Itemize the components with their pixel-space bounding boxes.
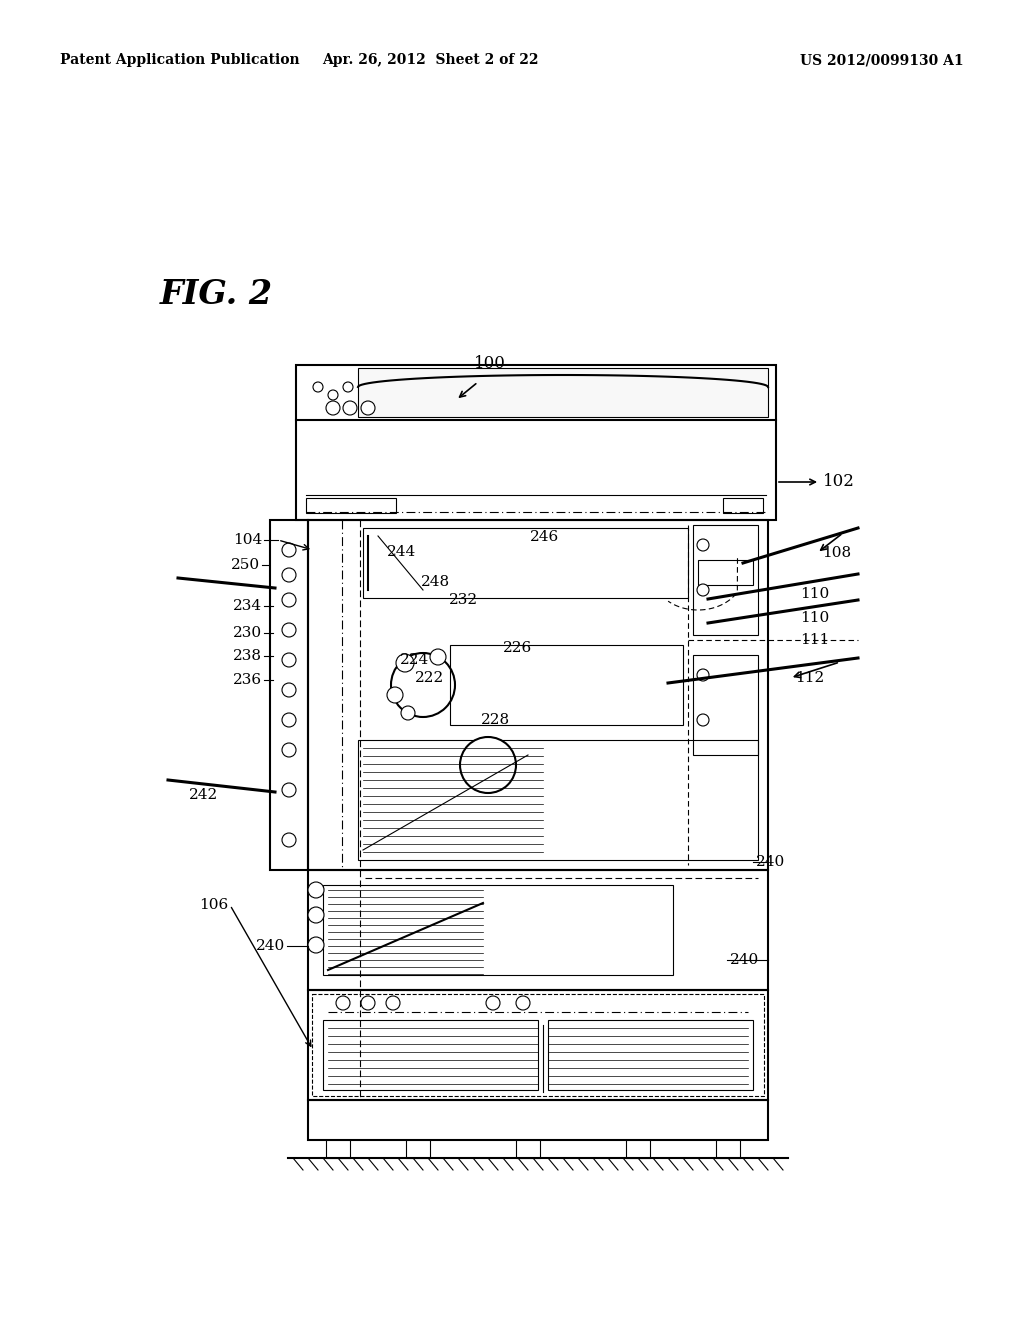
- Circle shape: [386, 997, 400, 1010]
- Text: 230: 230: [232, 626, 262, 640]
- Circle shape: [516, 997, 530, 1010]
- Bar: [716, 1140, 740, 1158]
- Bar: [308, 870, 768, 990]
- Bar: [326, 1140, 350, 1158]
- Circle shape: [282, 743, 296, 756]
- Circle shape: [282, 783, 296, 797]
- Circle shape: [282, 833, 296, 847]
- Circle shape: [326, 401, 340, 414]
- Circle shape: [282, 623, 296, 638]
- Text: 250: 250: [230, 558, 260, 572]
- Bar: [323, 884, 673, 975]
- Bar: [323, 1020, 538, 1090]
- Text: 228: 228: [480, 713, 510, 727]
- Circle shape: [308, 882, 324, 898]
- Circle shape: [308, 907, 324, 923]
- Text: Apr. 26, 2012  Sheet 2 of 22: Apr. 26, 2012 Sheet 2 of 22: [322, 53, 539, 67]
- Text: 236: 236: [232, 673, 262, 686]
- Circle shape: [282, 568, 296, 582]
- Bar: [548, 1020, 753, 1090]
- Circle shape: [697, 714, 709, 726]
- Circle shape: [282, 653, 296, 667]
- Circle shape: [343, 381, 353, 392]
- Circle shape: [430, 649, 446, 665]
- Bar: [312, 994, 764, 1096]
- Bar: [358, 368, 768, 417]
- Bar: [308, 990, 768, 1100]
- Circle shape: [308, 937, 324, 953]
- Text: 224: 224: [400, 653, 430, 667]
- Bar: [296, 366, 776, 520]
- Text: 240: 240: [756, 855, 785, 869]
- Text: 104: 104: [232, 533, 262, 546]
- Circle shape: [396, 653, 414, 672]
- Circle shape: [391, 653, 455, 717]
- Bar: [358, 741, 758, 861]
- Text: 111: 111: [800, 634, 829, 647]
- Text: 248: 248: [422, 576, 451, 589]
- Circle shape: [387, 686, 403, 704]
- Bar: [693, 525, 758, 635]
- Text: 226: 226: [504, 642, 532, 655]
- Text: 102: 102: [823, 474, 855, 491]
- Text: 240: 240: [256, 939, 285, 953]
- Circle shape: [336, 997, 350, 1010]
- Bar: [450, 645, 683, 725]
- Text: Patent Application Publication: Patent Application Publication: [60, 53, 300, 67]
- Circle shape: [361, 997, 375, 1010]
- Circle shape: [328, 389, 338, 400]
- Circle shape: [343, 401, 357, 414]
- Circle shape: [697, 539, 709, 550]
- Text: 244: 244: [387, 545, 417, 558]
- Bar: [698, 560, 753, 585]
- Bar: [306, 498, 396, 513]
- Bar: [626, 1140, 650, 1158]
- Circle shape: [697, 583, 709, 597]
- Circle shape: [460, 737, 516, 793]
- Bar: [406, 1140, 430, 1158]
- Text: 100: 100: [474, 355, 506, 371]
- Text: 232: 232: [450, 593, 478, 607]
- Circle shape: [313, 381, 323, 392]
- Bar: [723, 498, 763, 513]
- Circle shape: [282, 543, 296, 557]
- Circle shape: [361, 401, 375, 414]
- Text: 110: 110: [800, 587, 829, 601]
- Bar: [308, 520, 768, 870]
- Text: 222: 222: [416, 671, 444, 685]
- Text: 234: 234: [232, 599, 262, 612]
- Text: 110: 110: [800, 611, 829, 624]
- Text: 238: 238: [233, 649, 262, 663]
- Text: 112: 112: [795, 671, 824, 685]
- Bar: [270, 520, 308, 870]
- Circle shape: [282, 593, 296, 607]
- Text: 240: 240: [730, 953, 759, 968]
- Circle shape: [401, 706, 415, 719]
- Bar: [308, 1100, 768, 1140]
- Bar: [693, 655, 758, 755]
- Circle shape: [486, 997, 500, 1010]
- Text: 242: 242: [188, 788, 218, 803]
- Text: 108: 108: [822, 546, 851, 560]
- Text: 246: 246: [530, 531, 560, 544]
- Circle shape: [282, 682, 296, 697]
- Text: FIG. 2: FIG. 2: [160, 279, 273, 312]
- Bar: [362, 528, 688, 598]
- Circle shape: [697, 669, 709, 681]
- Text: 106: 106: [199, 898, 228, 912]
- Bar: [516, 1140, 540, 1158]
- Circle shape: [282, 713, 296, 727]
- Text: US 2012/0099130 A1: US 2012/0099130 A1: [801, 53, 964, 67]
